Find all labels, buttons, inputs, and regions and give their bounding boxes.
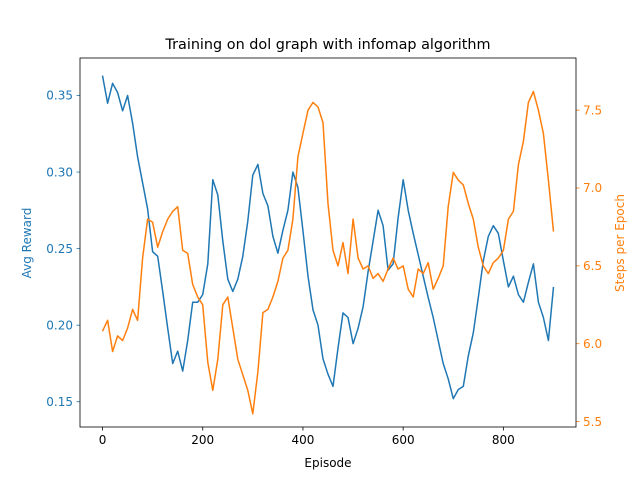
right-y-tick-label-3: 7.0 [583,181,602,195]
x-tick-label-0: 0 [99,433,107,447]
left-y-tick-label-1: 0.20 [46,318,73,332]
x-tick-label-4: 800 [492,433,515,447]
x-tick-label-3: 600 [392,433,415,447]
left-axis-label: Avg Reward [20,208,34,279]
plot-area: 0.15 0.20 0.25 0.30 0.35 5.5 6.0 6.5 7.0 7.5 0 200 4… [46,57,602,447]
series-line-1 [101,90,555,415]
left-y-tick-label-3: 0.30 [46,165,73,179]
series-line-0 [101,75,555,400]
right-y-tick-label-1: 6.0 [583,337,602,351]
x-axis-label: Episode [304,456,351,470]
chart-title: Training on dol graph with infomap algor… [164,37,490,53]
right-y-tick-label-2: 6.5 [583,259,602,273]
left-y-tick-label-4: 0.35 [46,89,73,103]
right-axis-label: Steps per Epoch [613,194,627,292]
left-y-tick-label-0: 0.15 [46,395,73,409]
left-y-tick-label-2: 0.25 [46,242,73,256]
right-y-tick-label-4: 7.5 [583,103,602,117]
right-y-tick-label-0: 5.5 [583,415,602,429]
x-tick-label-1: 200 [191,433,214,447]
x-tick-label-2: 400 [291,433,314,447]
plot-frame [79,57,577,428]
